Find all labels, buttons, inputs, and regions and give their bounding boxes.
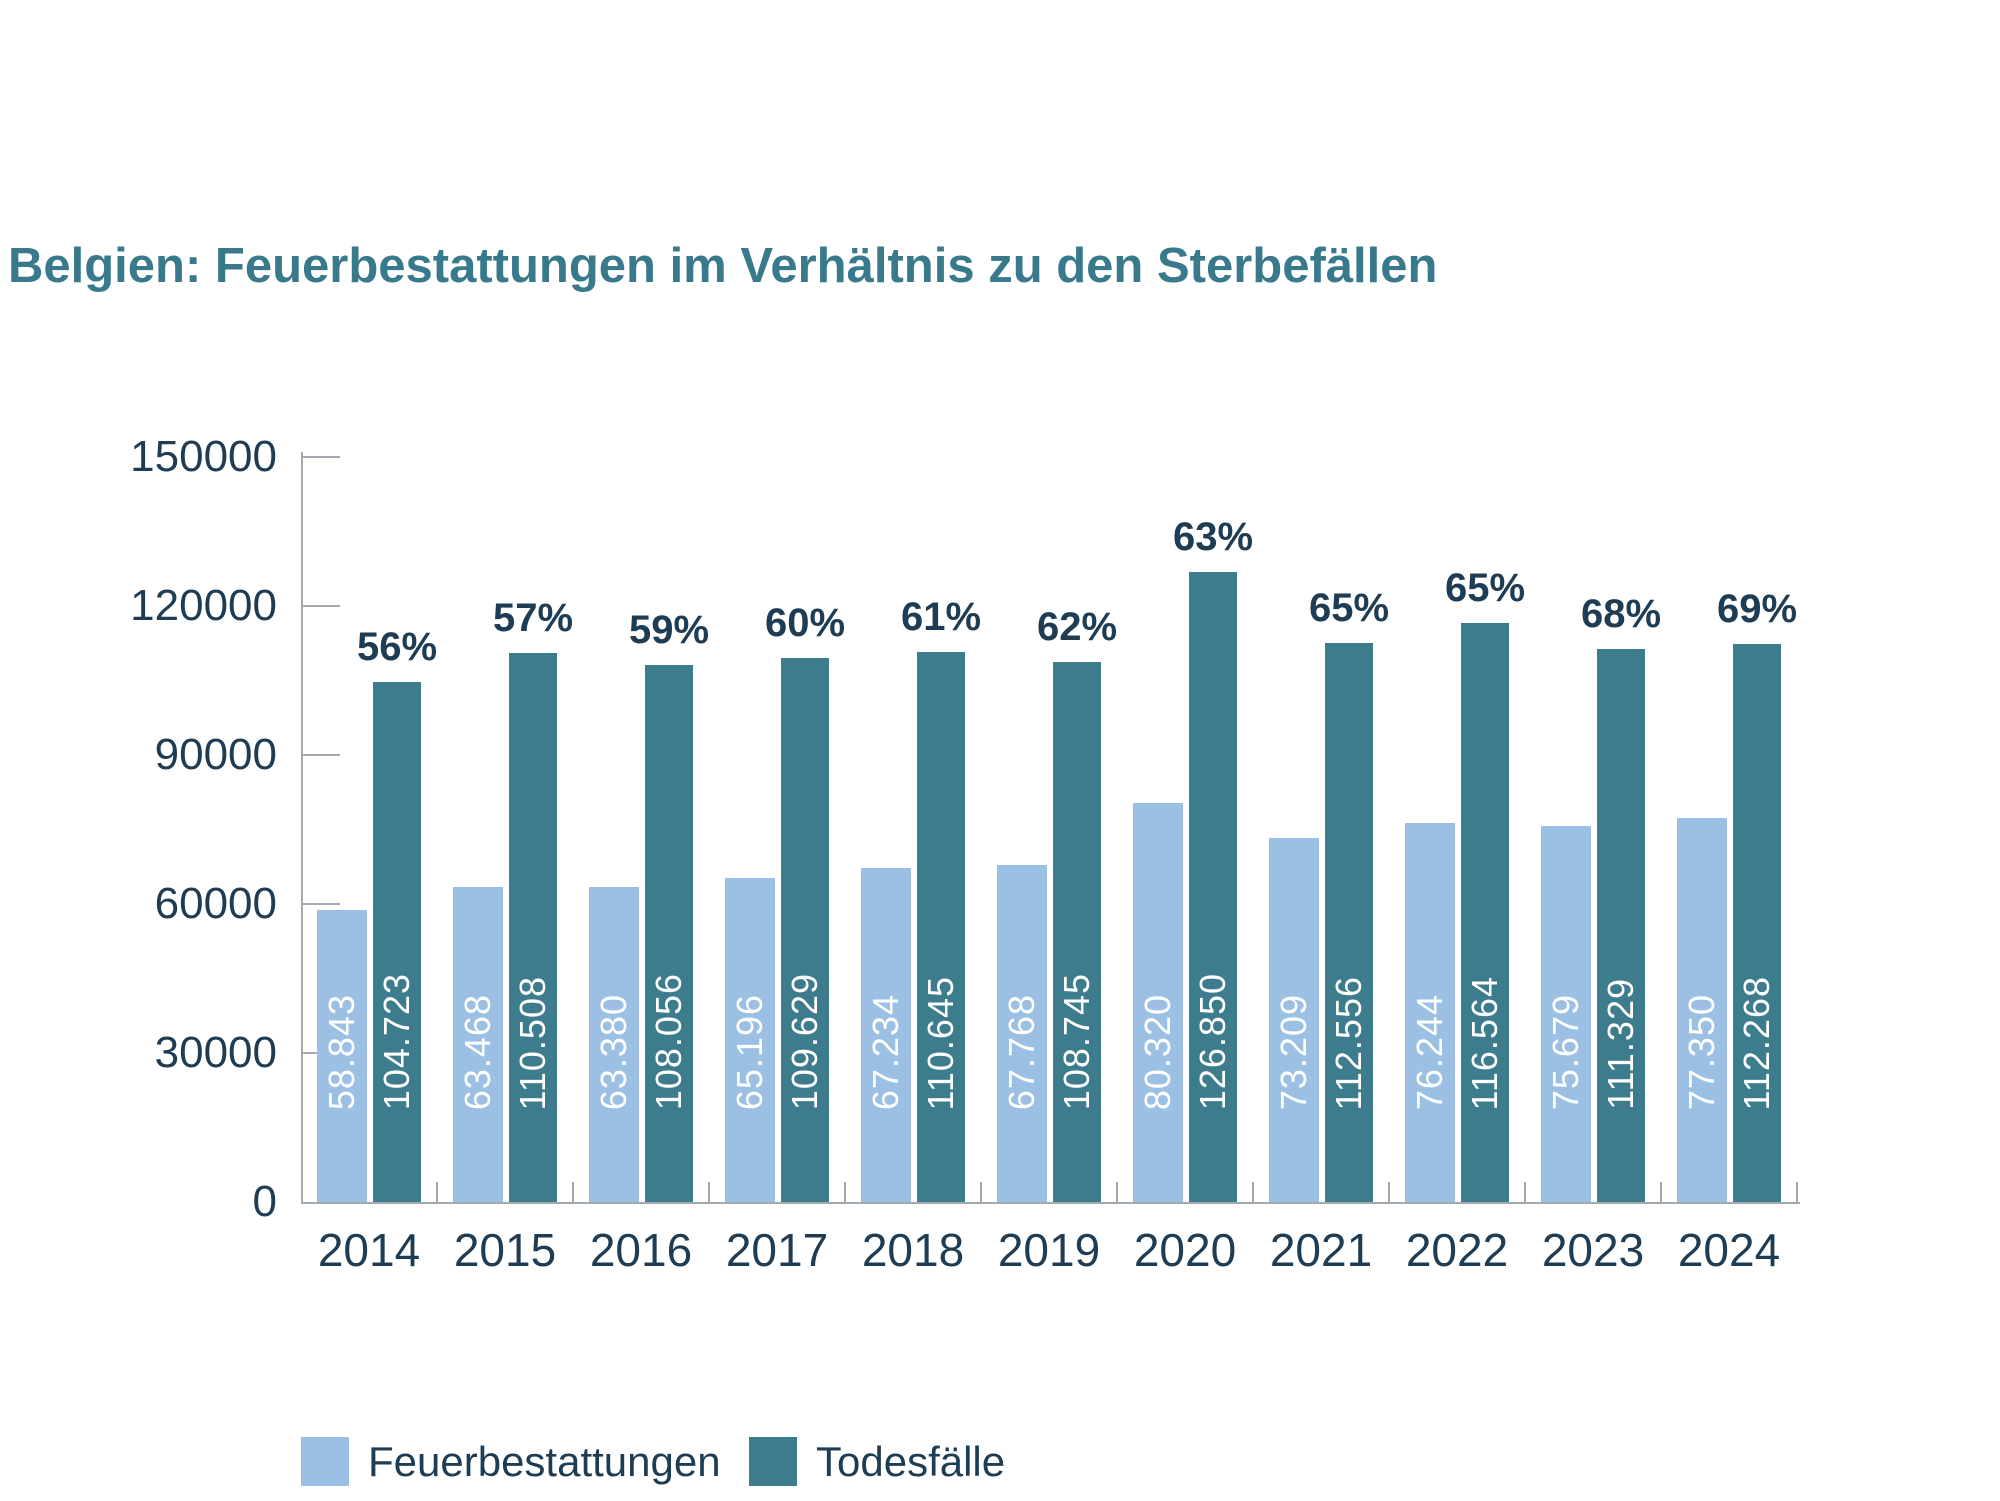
bar-feuerbestattungen-2023: 75.679 xyxy=(1541,826,1591,1202)
percent-label: 60% xyxy=(764,601,846,645)
bar-todesfälle-2023: 111.329 xyxy=(1597,649,1645,1202)
bar-value-label: 111.329 xyxy=(1600,978,1641,1110)
bar-value-label: 112.268 xyxy=(1736,975,1777,1110)
percent-label: 61% xyxy=(900,595,982,639)
x-tick-label-2024: 2024 xyxy=(1677,1224,1781,1276)
bar-value-label: 67.768 xyxy=(1001,993,1042,1110)
y-axis-line xyxy=(301,452,303,1204)
bar-feuerbestattungen-2021: 73.209 xyxy=(1269,838,1319,1202)
bar-value-label: 65.196 xyxy=(729,993,770,1110)
x-tick-label-2015: 2015 xyxy=(453,1224,557,1276)
bar-value-label: 73.209 xyxy=(1273,993,1314,1110)
y-tick-label: 30000 xyxy=(154,1028,277,1077)
legend-item-todesfaelle: Todesfälle xyxy=(749,1437,1005,1486)
y-axis-tick xyxy=(303,605,340,607)
bar-todesfälle-2019: 108.745 xyxy=(1053,662,1101,1202)
legend-swatch-todesfaelle xyxy=(749,1437,797,1486)
bar-value-label: 116.564 xyxy=(1464,975,1505,1110)
bar-value-label: 67.234 xyxy=(865,993,906,1110)
bar-value-label: 75.679 xyxy=(1545,993,1586,1110)
percent-label: 56% xyxy=(356,625,438,669)
y-axis-tick xyxy=(303,754,340,756)
bar-feuerbestattungen-2017: 65.196 xyxy=(725,878,775,1202)
bar-todesfälle-2022: 116.564 xyxy=(1461,623,1509,1202)
percent-label: 59% xyxy=(628,608,710,652)
bar-todesfälle-2020: 126.850 xyxy=(1189,572,1237,1202)
x-tick-label-2014: 2014 xyxy=(317,1224,421,1276)
x-axis-tick xyxy=(1660,1182,1662,1202)
bar-todesfälle-2014: 104.723 xyxy=(373,682,421,1202)
percent-label: 65% xyxy=(1444,566,1526,610)
bar-feuerbestattungen-2024: 77.350 xyxy=(1677,818,1727,1202)
bar-value-label: 77.350 xyxy=(1681,993,1722,1110)
bar-todesfälle-2024: 112.268 xyxy=(1733,644,1781,1202)
percent-label: 57% xyxy=(492,596,574,640)
bar-feuerbestattungen-2015: 63.468 xyxy=(453,887,503,1202)
bar-feuerbestattungen-2019: 67.768 xyxy=(997,865,1047,1202)
legend-label-feuerbestattungen: Feuerbestattungen xyxy=(368,1438,721,1485)
bar-value-label: 58.843 xyxy=(321,993,362,1110)
percent-label: 69% xyxy=(1716,587,1798,631)
bar-todesfälle-2018: 110.645 xyxy=(917,652,965,1202)
x-axis-tick xyxy=(572,1182,574,1202)
bar-todesfälle-2021: 112.556 xyxy=(1325,643,1373,1202)
legend-swatch-feuerbestattungen xyxy=(301,1437,349,1486)
bar-feuerbestattungen-2014: 58.843 xyxy=(317,910,367,1202)
x-axis-tick xyxy=(1524,1182,1526,1202)
bar-feuerbestattungen-2016: 63.380 xyxy=(589,887,639,1202)
chart-title: Belgien: Feuerbestattungen im Verhältnis… xyxy=(8,239,1438,293)
y-tick-label: 60000 xyxy=(154,879,277,928)
y-tick-label: 150000 xyxy=(130,432,277,481)
bar-feuerbestattungen-2018: 67.234 xyxy=(861,868,911,1202)
x-axis-tick xyxy=(844,1182,846,1202)
x-axis-tick xyxy=(1388,1182,1390,1202)
x-axis-tick xyxy=(980,1182,982,1202)
bar-todesfälle-2015: 110.508 xyxy=(509,653,557,1202)
x-tick-label-2018: 2018 xyxy=(861,1224,965,1276)
percent-label: 62% xyxy=(1036,605,1118,649)
x-axis-tick xyxy=(708,1182,710,1202)
bar-value-label: 108.745 xyxy=(1056,972,1097,1110)
x-axis-tick xyxy=(1116,1182,1118,1202)
bar-todesfälle-2017: 109.629 xyxy=(781,658,829,1202)
bar-feuerbestattungen-2020: 80.320 xyxy=(1133,803,1183,1202)
bar-value-label: 108.056 xyxy=(648,972,689,1110)
bar-value-label: 110.508 xyxy=(512,975,553,1110)
bar-feuerbestattungen-2022: 76.244 xyxy=(1405,823,1455,1202)
x-tick-label-2020: 2020 xyxy=(1133,1224,1237,1276)
x-tick-label-2019: 2019 xyxy=(997,1224,1101,1276)
bar-todesfälle-2016: 108.056 xyxy=(645,665,693,1202)
bar-value-label: 126.850 xyxy=(1192,972,1233,1110)
legend-item-feuerbestattungen: Feuerbestattungen xyxy=(301,1437,721,1486)
x-axis-tick xyxy=(1252,1182,1254,1202)
percent-label: 68% xyxy=(1580,592,1662,636)
y-tick-label: 90000 xyxy=(154,730,277,779)
y-tick-label: 120000 xyxy=(130,581,277,630)
legend-label-todesfaelle: Todesfälle xyxy=(816,1438,1006,1485)
bar-value-label: 76.244 xyxy=(1409,993,1450,1110)
bar-value-label: 110.645 xyxy=(920,975,961,1110)
y-axis-tick xyxy=(303,456,340,458)
x-axis-tick xyxy=(436,1182,438,1202)
bar-value-label: 112.556 xyxy=(1328,975,1369,1110)
x-tick-label-2023: 2023 xyxy=(1541,1224,1645,1276)
x-axis-tick xyxy=(1796,1182,1798,1202)
x-tick-label-2021: 2021 xyxy=(1269,1224,1373,1276)
percent-label: 63% xyxy=(1172,515,1254,559)
y-axis-tick xyxy=(303,903,340,905)
bar-value-label: 63.468 xyxy=(457,993,498,1110)
bar-value-label: 80.320 xyxy=(1137,993,1178,1110)
bar-value-label: 63.380 xyxy=(593,993,634,1110)
bar-value-label: 109.629 xyxy=(784,972,825,1110)
percent-label: 65% xyxy=(1308,586,1390,630)
x-tick-label-2017: 2017 xyxy=(725,1224,829,1276)
x-tick-label-2022: 2022 xyxy=(1405,1224,1509,1276)
bar-value-label: 104.723 xyxy=(376,972,417,1110)
y-tick-label: 0 xyxy=(252,1177,277,1226)
x-axis-line xyxy=(301,1202,1800,1204)
x-tick-label-2016: 2016 xyxy=(589,1224,693,1276)
